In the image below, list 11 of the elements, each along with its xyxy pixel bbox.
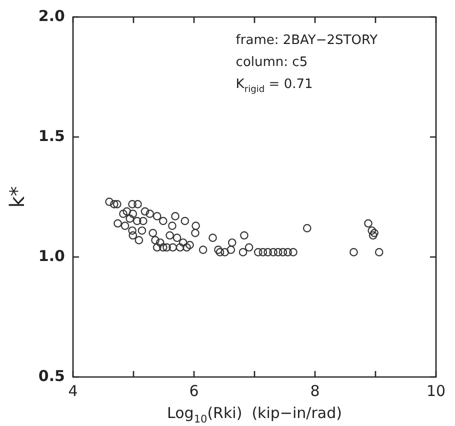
annotation: column: c5	[236, 55, 308, 70]
x-tick-label: 6	[189, 382, 199, 400]
y-tick-label: 1.0	[38, 246, 65, 265]
y-tick-label: 1.5	[38, 126, 65, 145]
annotation: frame: 2BAY−2STORY	[236, 33, 378, 48]
y-tick-label: 2.0	[38, 6, 65, 25]
x-tick-label: 8	[310, 382, 320, 400]
x-tick-label: 4	[68, 382, 78, 400]
x-tick-label: 10	[426, 382, 446, 400]
y-tick-label: 0.5	[38, 366, 65, 385]
y-axis-title: k*	[5, 186, 29, 208]
